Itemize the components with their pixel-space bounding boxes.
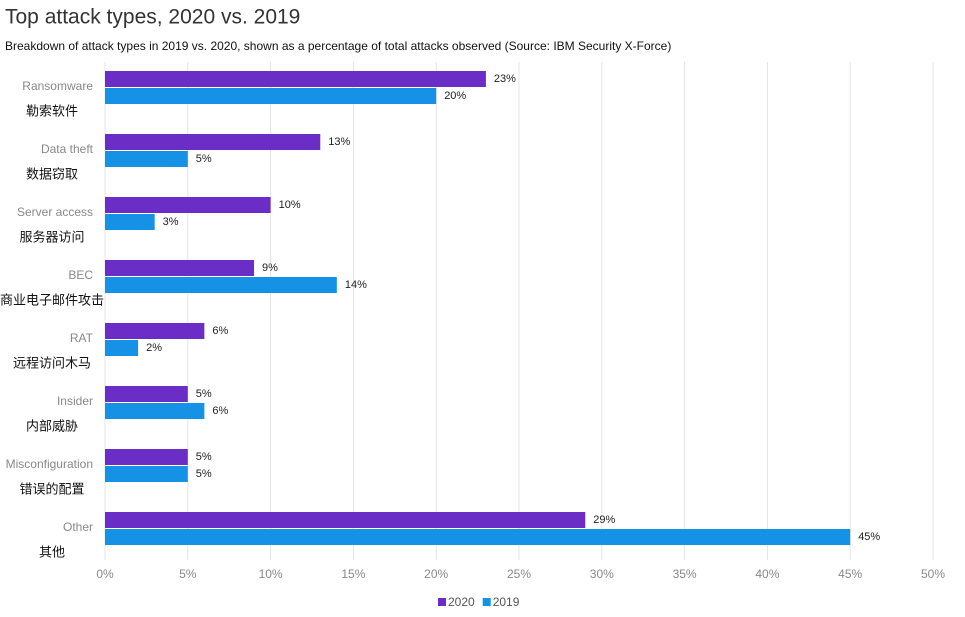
value-label: 6%	[212, 405, 228, 417]
annotation: 勒索软件	[26, 103, 78, 118]
annotation: 其他	[39, 544, 65, 559]
bar	[105, 260, 255, 276]
annotation: 服务器访问	[19, 229, 84, 244]
bar	[105, 197, 271, 213]
legend-swatch	[482, 598, 491, 606]
value-label: 45%	[858, 531, 880, 543]
legend-swatch	[438, 598, 446, 606]
x-tick-label: 20%	[424, 567, 448, 581]
value-label: 23%	[494, 73, 516, 85]
x-tick-label: 50%	[921, 567, 945, 581]
value-label: 14%	[345, 279, 367, 291]
annotation: 数据窃取	[26, 166, 78, 181]
x-tick-label: 35%	[673, 567, 697, 581]
x-tick-label: 30%	[590, 567, 614, 581]
bar	[105, 449, 188, 465]
value-label: 13%	[328, 136, 350, 148]
bar	[105, 214, 155, 230]
x-tick-label: 15%	[341, 567, 365, 581]
value-label: 5%	[196, 451, 212, 463]
annotation: 远程访问木马	[13, 355, 91, 370]
chart-subtitle: Breakdown of attack types in 2019 vs. 20…	[5, 39, 671, 53]
category-label: Data theft	[41, 142, 94, 156]
category-label: Insider	[57, 394, 93, 408]
value-label: 9%	[262, 262, 278, 274]
category-label: Ransomware	[22, 79, 93, 93]
category-label: Other	[63, 520, 93, 534]
category-label: BEC	[68, 268, 93, 282]
value-label: 5%	[196, 468, 212, 480]
bar	[105, 88, 437, 104]
annotation: 内部威胁	[26, 418, 78, 433]
category-label: Misconfiguration	[6, 457, 93, 471]
bar	[105, 134, 321, 150]
category-label: Server access	[17, 205, 93, 219]
category-label: RAT	[70, 331, 94, 345]
bar	[105, 403, 205, 419]
legend-label: 2020	[448, 595, 475, 609]
value-label: 29%	[593, 514, 615, 526]
bar	[105, 529, 851, 545]
x-tick-label: 5%	[179, 567, 197, 581]
value-label: 5%	[196, 153, 212, 165]
x-tick-label: 10%	[259, 567, 283, 581]
value-label: 3%	[163, 216, 179, 228]
annotation: 错误的配置	[19, 481, 84, 496]
value-label: 10%	[279, 199, 301, 211]
value-label: 2%	[146, 342, 162, 354]
value-label: 6%	[212, 325, 228, 337]
chart-title: Top attack types, 2020 vs. 2019	[5, 6, 300, 29]
value-label: 5%	[196, 388, 212, 400]
bar	[105, 277, 337, 293]
bar	[105, 323, 205, 339]
bar	[105, 386, 188, 402]
value-label: 20%	[444, 90, 466, 102]
annotation: 商业电子邮件攻击	[0, 292, 104, 307]
x-tick-label: 40%	[755, 567, 779, 581]
x-tick-label: 25%	[507, 567, 531, 581]
bar	[105, 151, 188, 167]
bar	[105, 466, 188, 482]
bar	[105, 71, 486, 87]
bar	[105, 340, 139, 356]
bar	[105, 512, 586, 528]
legend-label: 2019	[493, 595, 520, 609]
x-tick-label: 45%	[838, 567, 862, 581]
x-tick-label: 0%	[96, 567, 114, 581]
